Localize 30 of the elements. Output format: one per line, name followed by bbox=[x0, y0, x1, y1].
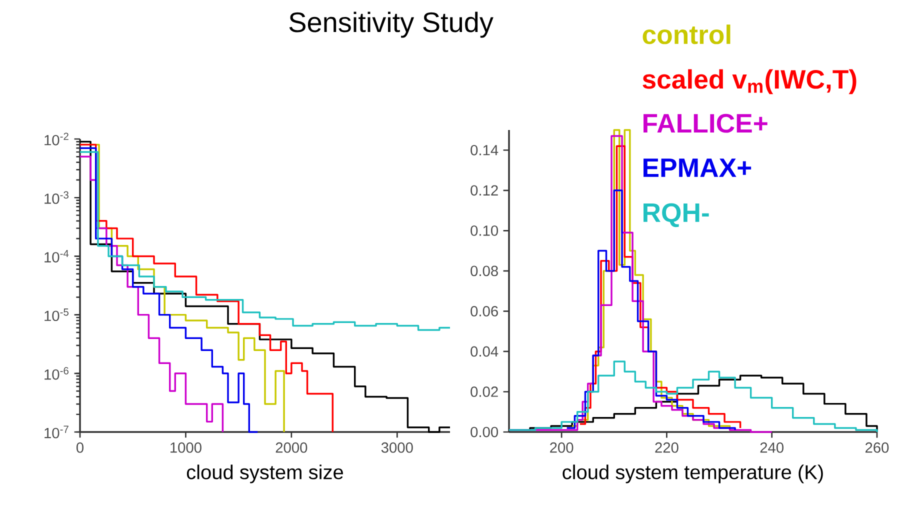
y-tick-label: 0.12 bbox=[470, 185, 498, 196]
y-tick-label: 0.14 bbox=[470, 144, 498, 156]
x-tick-label: 2000 bbox=[276, 442, 308, 453]
y-tick-label: 0.10 bbox=[470, 225, 498, 236]
y-tick-label: 0.00 bbox=[470, 426, 498, 438]
y-tick-label: 10$^{-4}$ bbox=[44, 250, 69, 262]
x-tick-label: 3000 bbox=[381, 442, 413, 453]
x-tick-label: 200 bbox=[550, 442, 574, 453]
x-tick-label: 1000 bbox=[170, 442, 202, 453]
y-tick-label: 10$^{-6}$ bbox=[44, 367, 68, 380]
x-tick-label: 0 bbox=[76, 442, 84, 453]
series-label: FALLICE+ bbox=[644, 114, 768, 133]
y-tick-label: 10$^{-2}$ bbox=[44, 132, 68, 146]
text: scaled v$_{m}$(IWC,T) bbox=[642, 69, 856, 94]
y-tick-label: 10$^{-5}$ bbox=[44, 308, 68, 322]
series-label: EPMAX+ bbox=[644, 158, 752, 177]
x-tick-label: 240 bbox=[760, 442, 784, 453]
y-tick-label: 0.04 bbox=[470, 346, 498, 357]
y-tick-label: 0.02 bbox=[470, 386, 498, 397]
y-tick-label: 0.06 bbox=[470, 306, 498, 316]
x-tick-label: 220 bbox=[655, 442, 678, 453]
y-tick-label: 10$^{-7}$ bbox=[44, 426, 68, 438]
text: control bbox=[642, 24, 730, 44]
y-tick-label: 10$^{-3}$ bbox=[44, 191, 68, 204]
chart-title: Sensitivity Study bbox=[289, 12, 494, 38]
y-tick-label: 0.08 bbox=[470, 266, 498, 276]
text: RQH- bbox=[644, 203, 709, 228]
x-axis-title: cloud system temperature (K) bbox=[562, 464, 823, 484]
x-axis-title: cloud system size bbox=[186, 464, 343, 484]
x-tick-label: 260 bbox=[865, 442, 889, 453]
